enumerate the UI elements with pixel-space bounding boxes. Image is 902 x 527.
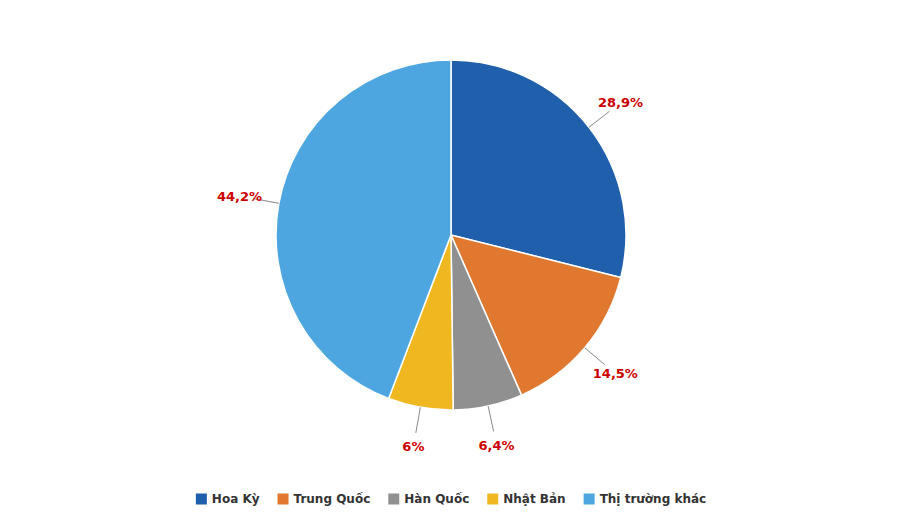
- legend: Hoa Kỳ Trung Quốc Hàn Quốc Nhật Bản Thị trườ…: [196, 492, 706, 506]
- leader-line: [585, 348, 605, 365]
- legend-label: Nhật Bản: [503, 492, 565, 506]
- legend-label: Trung Quốc: [294, 492, 371, 506]
- legend-label: Hàn Quốc: [404, 492, 469, 506]
- legend-item: Trung Quốc: [278, 492, 371, 506]
- legend-label: Hoa Kỳ: [212, 492, 260, 506]
- leader-line: [416, 407, 421, 433]
- slice: [276, 60, 451, 399]
- legend-swatch: [388, 494, 399, 505]
- leader-line: [488, 406, 494, 431]
- pie: [276, 60, 626, 410]
- legend-item: Hàn Quốc: [388, 492, 469, 506]
- legend-label: Thị trường khác: [600, 492, 707, 506]
- legend-item: Thị trường khác: [584, 492, 707, 506]
- data-labels: 28,9% 14,5% 6,4% 6% 44,2%: [217, 95, 643, 454]
- data-label: 28,9%: [598, 95, 643, 110]
- slice: [451, 235, 522, 410]
- legend-item: Hoa Kỳ: [196, 492, 260, 506]
- data-label: 14,5%: [593, 366, 638, 381]
- legend-item: Nhật Bản: [487, 492, 565, 506]
- data-label: 6%: [402, 439, 424, 454]
- legend-swatch: [278, 494, 289, 505]
- chart: 28,9% 14,5% 6,4% 6% 44,2% Hoa Kỳ Trung Quốc Hàn…: [0, 0, 902, 527]
- data-label: 44,2%: [217, 189, 262, 204]
- legend-swatch: [584, 494, 595, 505]
- leader-line: [589, 111, 609, 127]
- legend-swatch: [487, 494, 498, 505]
- legend-swatch: [196, 494, 207, 505]
- data-label: 6,4%: [479, 438, 515, 453]
